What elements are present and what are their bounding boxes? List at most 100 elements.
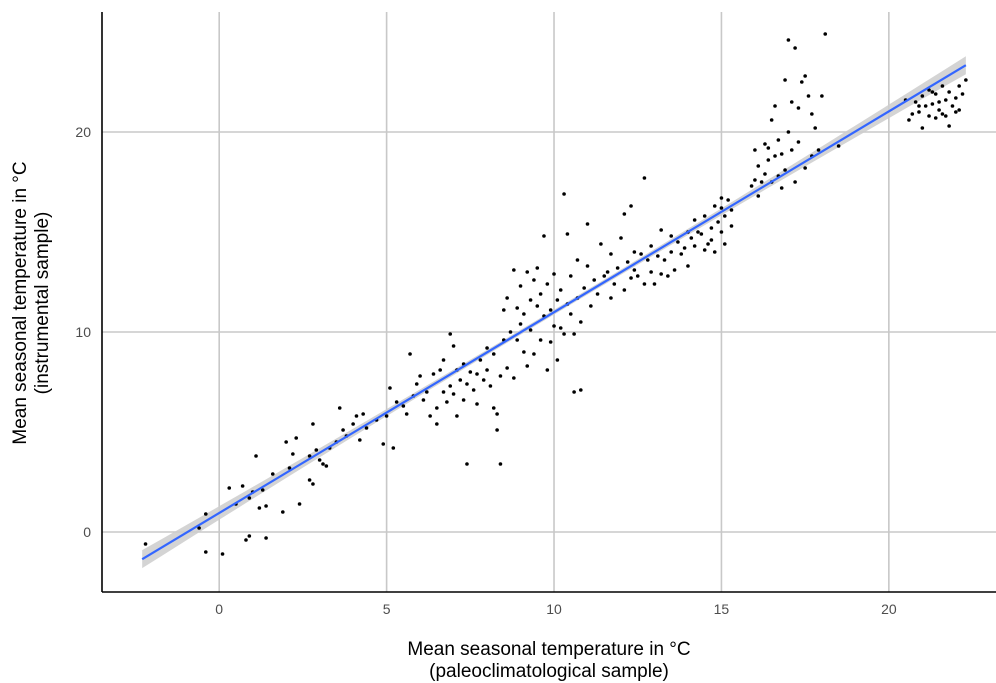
data-point-228 [799, 80, 804, 84]
data-point-64 [448, 332, 453, 336]
data-point-130 [568, 274, 573, 278]
data-point-268 [943, 114, 948, 118]
data-point-250 [933, 116, 938, 120]
data-point-246 [923, 104, 928, 108]
data-point-18 [281, 510, 285, 514]
data-point-37 [351, 422, 355, 426]
data-point-9 [247, 534, 252, 538]
data-point-60 [438, 368, 442, 372]
data-point-202 [753, 148, 757, 152]
data-point-0 [143, 542, 148, 546]
data-point-179 [689, 236, 694, 240]
data-point-131 [572, 390, 576, 394]
data-point-198 [729, 208, 734, 212]
data-point-224 [793, 46, 797, 50]
data-point-123 [558, 326, 563, 330]
data-point-101 [522, 350, 526, 354]
data-point-150 [619, 236, 623, 240]
data-point-46 [391, 446, 396, 450]
data-point-75 [468, 370, 473, 374]
y-tick-label-1: 10 [75, 324, 91, 340]
data-point-199 [729, 224, 734, 228]
y-tick-label-2: 20 [75, 124, 91, 140]
data-point-44 [384, 414, 389, 418]
data-point-170 [666, 274, 670, 278]
data-point-141 [592, 278, 597, 282]
data-point-28 [314, 448, 319, 452]
x-tick-label-2: 10 [546, 601, 562, 617]
data-point-135 [579, 388, 583, 392]
regression-line [141, 64, 967, 561]
data-point-39 [358, 438, 362, 442]
data-point-255 [943, 98, 948, 102]
data-point-87 [495, 428, 499, 432]
data-point-119 [552, 324, 556, 328]
data-point-234 [813, 126, 817, 130]
data-point-2 [203, 550, 208, 554]
data-point-115 [545, 368, 550, 372]
data-point-82 [485, 346, 489, 350]
data-point-72 [461, 398, 466, 402]
data-point-165 [652, 282, 657, 286]
data-point-252 [937, 108, 941, 112]
data-point-143 [599, 242, 603, 246]
data-point-249 [930, 102, 935, 106]
data-point-235 [816, 148, 821, 152]
data-point-122 [555, 358, 560, 362]
data-point-227 [796, 140, 801, 144]
data-point-41 [364, 426, 369, 430]
data-point-236 [820, 94, 824, 98]
data-point-245 [920, 126, 925, 130]
data-point-19 [284, 440, 288, 444]
data-point-226 [796, 106, 801, 110]
data-point-12 [254, 454, 258, 458]
data-point-207 [763, 172, 767, 176]
data-point-161 [642, 176, 647, 180]
data-point-125 [562, 192, 566, 196]
data-point-256 [947, 90, 951, 94]
data-point-146 [609, 296, 613, 300]
data-point-54 [421, 398, 426, 402]
data-point-65 [448, 384, 453, 388]
data-point-49 [404, 412, 409, 416]
data-point-53 [418, 374, 422, 378]
data-point-144 [602, 274, 607, 278]
data-point-134 [575, 258, 580, 262]
data-point-100 [518, 284, 523, 288]
data-point-66 [451, 392, 456, 396]
data-point-58 [435, 406, 439, 410]
data-point-96 [512, 376, 516, 380]
data-point-258 [950, 104, 955, 108]
data-point-153 [625, 260, 630, 264]
data-point-10 [247, 496, 252, 500]
data-point-206 [763, 142, 767, 146]
data-point-78 [475, 402, 479, 406]
data-point-164 [649, 270, 653, 274]
data-point-197 [726, 198, 730, 202]
data-point-171 [669, 234, 674, 238]
data-point-90 [501, 308, 506, 312]
data-point-201 [753, 178, 757, 182]
data-point-62 [441, 358, 446, 362]
data-point-156 [632, 250, 637, 254]
data-point-219 [783, 78, 787, 82]
x-tick-label-0: 0 [215, 601, 223, 617]
data-point-142 [595, 292, 600, 296]
x-axis-title-line1: Mean seasonal temperature in °C [407, 639, 690, 660]
data-point-220 [786, 130, 791, 134]
data-point-230 [803, 166, 807, 170]
data-point-162 [645, 258, 650, 262]
data-point-176 [682, 246, 687, 250]
data-point-237 [823, 32, 828, 36]
data-point-128 [565, 232, 570, 236]
data-point-121 [555, 298, 560, 302]
data-point-264 [954, 110, 958, 114]
data-point-238 [836, 144, 841, 148]
data-point-167 [659, 228, 663, 232]
data-point-136 [579, 320, 583, 324]
data-point-25 [307, 478, 312, 482]
data-point-83 [488, 384, 493, 388]
data-point-139 [585, 264, 590, 268]
data-point-266 [930, 90, 935, 94]
